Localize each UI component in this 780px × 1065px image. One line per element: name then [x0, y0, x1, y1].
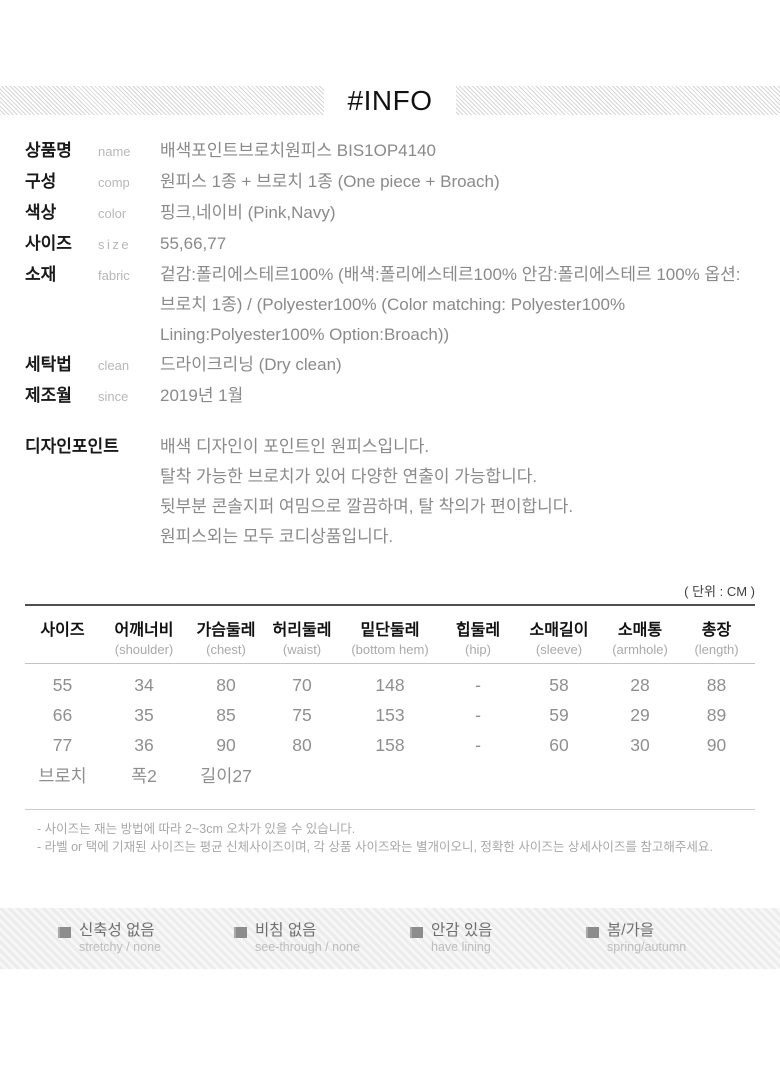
spec-label-en: comp	[98, 175, 130, 190]
design-point-line: 탈착 가능한 브로치가 있어 다양한 연출이 가능합니다.	[160, 467, 538, 486]
size-row-55: 55 34 80 70 148 - 58 28 88	[52, 674, 727, 695]
note-line: - 라벨 or 택에 기재된 사이즈는 평균 신체사이즈이며, 각 상품 사이즈…	[37, 840, 713, 855]
attr-ko-label: 안감 있음	[431, 921, 493, 939]
col-waist: 허리둘레 (waist)	[264, 605, 340, 664]
attr-stretch: 신축성 없음 stretchy / none	[58, 922, 234, 956]
attr-season: 봄/가을 spring/autumn	[586, 922, 762, 956]
attr-en-label: spring/autumn	[607, 940, 687, 955]
design-point-line: 배색 디자인이 포인트인 원피스입니다.	[160, 437, 430, 456]
spec-value-name: 배색포인트브로치원피스 BIS1OP4140	[160, 141, 436, 160]
spec-row-since: 제조월 since 2019년 1월	[25, 381, 755, 412]
info-title: #INFO	[323, 86, 457, 115]
size-notes: - 사이즈는 재는 방법에 따라 2~3cm 오차가 있을 수 있습니다. - …	[25, 809, 755, 856]
spec-value-color: 핑크,네이비 (Pink,Navy)	[160, 203, 336, 222]
spec-value-fabric: 겉감:폴리에스테르100% (배색:폴리에스테르100% 안감:폴리에스테르 1…	[160, 265, 741, 344]
product-spec-list: 상품명 name 배색포인트브로치원피스 BIS1OP4140 구성 comp 원피…	[25, 136, 755, 412]
attr-en-label: stretchy / none	[79, 940, 161, 955]
spec-row-size: 사이즈 size 55,66,77	[25, 229, 755, 260]
spec-row-color: 색상 color 핑크,네이비 (Pink,Navy)	[25, 198, 755, 229]
col-hip: 힙둘레 (hip)	[440, 605, 516, 664]
attribute-bar: 신축성 없음 stretchy / none 비침 없음 see-through…	[0, 908, 780, 970]
spec-value-since: 2019년 1월	[160, 386, 244, 405]
size-row-66: 66 35 85 75 153 - 59 29 89	[52, 704, 727, 725]
spec-value-composition: 원피스 1종 + 브로치 1종 (One piece + Broach)	[160, 172, 500, 191]
spec-label-ko: 사이즈	[25, 234, 72, 253]
unit-note: ( 단위 : CM )	[684, 584, 755, 599]
spec-value-clean: 드라이크리닝 (Dry clean)	[160, 355, 342, 374]
col-chest: 가슴둘레 (chest)	[188, 605, 264, 664]
spec-label-ko: 상품명	[25, 141, 72, 160]
col-size: 사이즈	[25, 605, 100, 664]
spec-label-en: clean	[98, 358, 130, 373]
note-line: - 사이즈는 재는 방법에 따라 2~3cm 오차가 있을 수 있습니다.	[37, 822, 356, 836]
spec-value-size: 55,66,77	[160, 234, 227, 253]
attr-ko-label: 비침 없음	[255, 921, 317, 939]
col-armhole: 소매통 (armhole)	[602, 605, 678, 664]
spec-label-en: color	[98, 206, 127, 221]
spec-label-en: name	[98, 144, 131, 159]
attr-lining: 안감 있음 have lining	[410, 922, 586, 956]
design-point-section: 디자인포인트 배색 디자인이 포인트인 원피스입니다. 탈착 가능한 브로치가 …	[25, 432, 755, 552]
spec-row-fabric: 소재 fabric 겉감:폴리에스테르100% (배색:폴리에스테르100% 안감…	[25, 260, 755, 350]
col-shoulder: 어깨너비 (shoulder)	[100, 605, 188, 664]
col-length: 총장 (length)	[678, 605, 755, 664]
size-table: 사이즈 어깨너비 (shoulder) 가슴둘레 (chest) 허리둘레 (wais…	[25, 604, 755, 791]
square-bullet-icon	[586, 926, 599, 938]
attr-en-label: see-through / none	[255, 940, 360, 955]
info-header-band: #INFO	[0, 86, 780, 115]
square-bullet-icon	[234, 926, 247, 938]
spec-row-clean: 세탁법 clean 드라이크리닝 (Dry clean)	[25, 350, 755, 381]
spec-label-ko: 소재	[25, 265, 57, 284]
attr-see-through: 비침 없음 see-through / none	[234, 922, 410, 956]
attr-ko-label: 신축성 없음	[79, 921, 155, 939]
attr-en-label: have lining	[431, 940, 491, 955]
spec-label-ko: 제조월	[25, 386, 72, 405]
spec-label-en: size	[98, 237, 132, 252]
col-bottom-hem: 밑단둘레 (bottom hem)	[340, 605, 440, 664]
spec-row-composition: 구성 comp 원피스 1종 + 브로치 1종 (One piece + Broa…	[25, 167, 755, 198]
design-point-line: 원피스외는 모두 코디상품입니다.	[160, 527, 394, 546]
square-bullet-icon	[58, 926, 71, 938]
spec-label-ko: 구성	[25, 172, 57, 191]
spec-row-name: 상품명 name 배색포인트브로치원피스 BIS1OP4140	[25, 136, 755, 167]
design-point-line: 뒷부분 콘솔지퍼 여밈으로 깔끔하며, 탈 착의가 편이합니다.	[160, 497, 574, 516]
spec-label-ko: 세탁법	[25, 355, 72, 374]
spec-label-ko: 색상	[25, 203, 57, 222]
square-bullet-icon	[410, 926, 423, 938]
product-info-page: #INFO 상품명 name 배색포인트브로치원피스 BIS1OP4140 구성 c…	[0, 86, 780, 970]
spec-label-en: fabric	[98, 268, 130, 283]
design-point-label: 디자인포인트	[25, 437, 119, 456]
size-table-header-row: 사이즈 어깨너비 (shoulder) 가슴둘레 (chest) 허리둘레 (wais…	[25, 605, 755, 664]
size-row-broach: 브로치 폭2 길이27	[38, 766, 252, 786]
col-sleeve: 소매길이 (sleeve)	[516, 605, 602, 664]
size-row-77: 77 36 90 80 158 - 60 30 90	[52, 734, 727, 755]
spec-label-en: since	[98, 389, 129, 404]
attr-ko-label: 봄/가을	[607, 921, 655, 939]
